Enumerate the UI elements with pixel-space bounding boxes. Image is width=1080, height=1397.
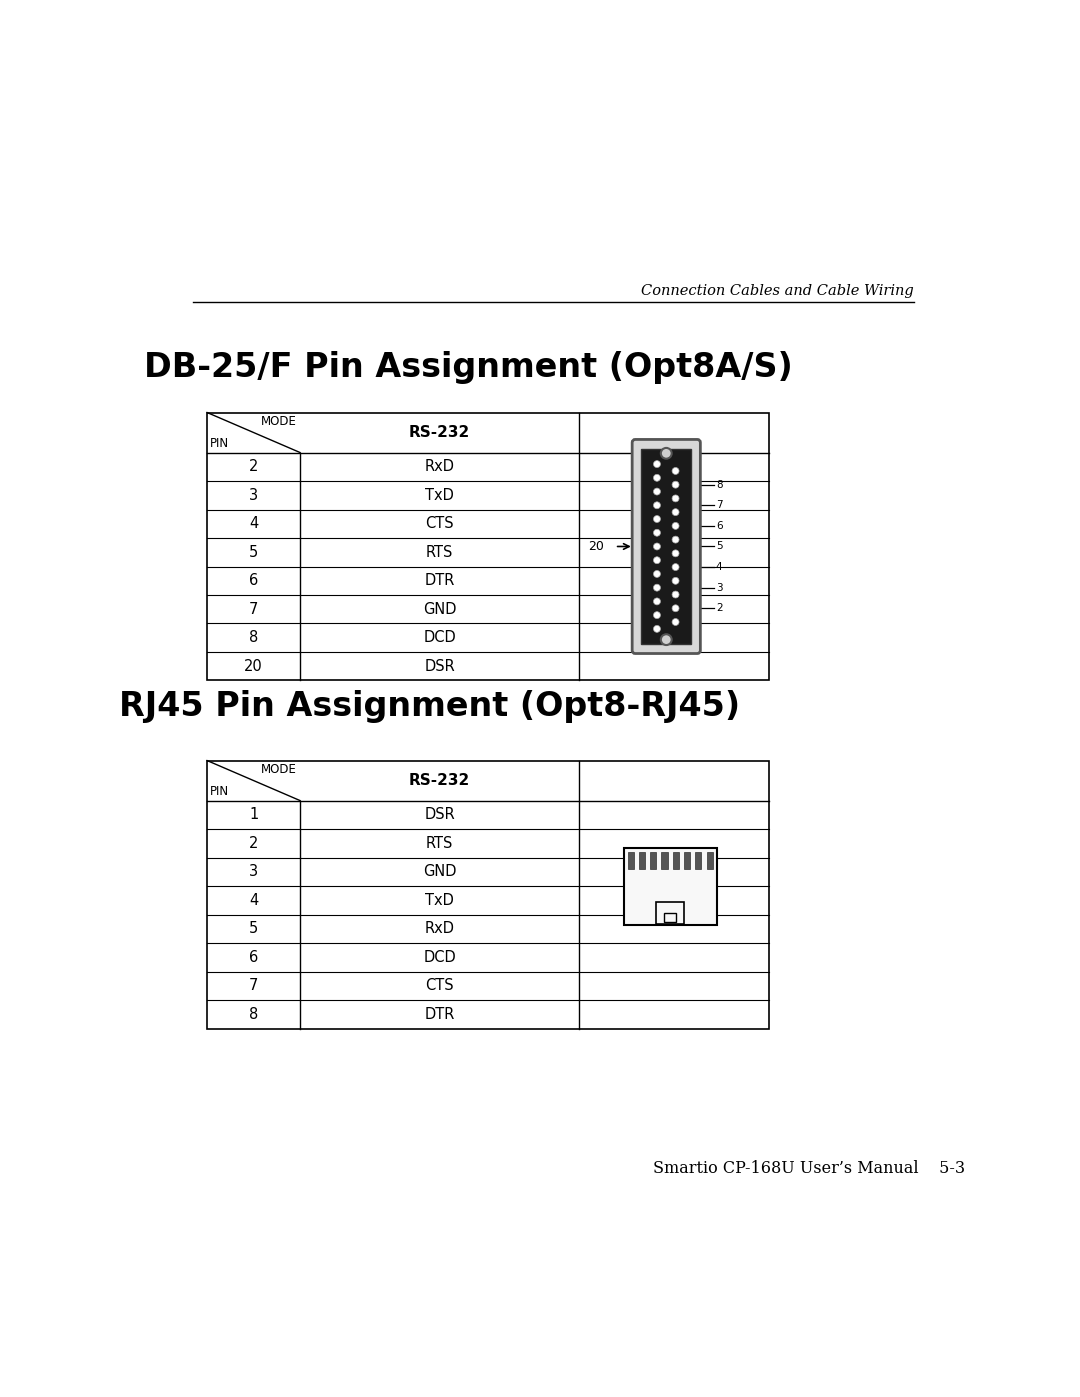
Circle shape (653, 612, 661, 619)
Circle shape (653, 461, 661, 468)
Text: 3: 3 (249, 488, 258, 503)
Bar (207, 412, 769, 680)
Text: 3: 3 (716, 583, 723, 592)
Text: TxD: TxD (426, 488, 454, 503)
Text: 20: 20 (244, 659, 262, 673)
Circle shape (653, 543, 661, 550)
Text: 5: 5 (249, 545, 258, 560)
Circle shape (661, 448, 672, 458)
Circle shape (672, 563, 679, 570)
Bar (207, 760, 769, 1028)
Text: DTR: DTR (424, 1007, 455, 1021)
Text: 6: 6 (249, 573, 258, 588)
Circle shape (672, 605, 679, 612)
Circle shape (672, 481, 679, 488)
Circle shape (653, 502, 661, 509)
Circle shape (653, 488, 661, 495)
Text: 5: 5 (716, 542, 723, 552)
Text: Smartio CP-168U User’s Manual    5-3: Smartio CP-168U User’s Manual 5-3 (653, 1160, 966, 1178)
Text: 8: 8 (716, 481, 723, 490)
Text: Connection Cables and Cable Wiring: Connection Cables and Cable Wiring (642, 284, 914, 298)
FancyBboxPatch shape (632, 440, 700, 654)
Circle shape (672, 591, 679, 598)
Bar (650, 852, 657, 869)
Text: CTS: CTS (426, 517, 454, 531)
Circle shape (672, 468, 679, 475)
Text: RS-232: RS-232 (409, 773, 470, 788)
Bar (657, 902, 684, 923)
Text: 2: 2 (248, 460, 258, 475)
Circle shape (653, 570, 661, 577)
Bar (661, 852, 667, 869)
Text: PIN: PIN (211, 437, 229, 450)
Bar (642, 448, 691, 644)
Circle shape (672, 550, 679, 557)
Text: DTR: DTR (424, 573, 455, 588)
Text: TxD: TxD (426, 893, 454, 908)
Text: 5: 5 (249, 921, 258, 936)
Text: 4: 4 (249, 893, 258, 908)
Circle shape (661, 634, 672, 645)
Circle shape (653, 626, 661, 633)
Text: 1: 1 (626, 870, 635, 883)
Text: 3: 3 (249, 865, 258, 879)
Text: 7: 7 (248, 978, 258, 993)
Text: DCD: DCD (423, 630, 456, 645)
Text: DB-25/F Pin Assignment (Opt8A/S): DB-25/F Pin Assignment (Opt8A/S) (144, 351, 793, 384)
Text: RxD: RxD (424, 921, 455, 936)
Bar (627, 852, 634, 869)
Text: 2: 2 (716, 604, 723, 613)
Text: RS-232: RS-232 (409, 425, 470, 440)
Text: RTS: RTS (426, 545, 454, 560)
Text: GND: GND (423, 865, 457, 879)
Text: RxD: RxD (424, 460, 455, 475)
Text: RJ45 Pin Assignment (Opt8-RJ45): RJ45 Pin Assignment (Opt8-RJ45) (119, 690, 740, 724)
Text: 20: 20 (588, 541, 604, 553)
Text: DCD: DCD (423, 950, 456, 965)
Text: 8: 8 (705, 870, 714, 883)
Circle shape (653, 598, 661, 605)
Text: MODE: MODE (261, 415, 297, 427)
Text: MODE: MODE (261, 763, 297, 775)
Circle shape (653, 584, 661, 591)
Bar (684, 852, 690, 869)
Circle shape (672, 522, 679, 529)
Text: 7: 7 (248, 602, 258, 616)
Bar (638, 852, 645, 869)
Circle shape (672, 577, 679, 584)
Text: PIN: PIN (211, 785, 229, 798)
Text: 4: 4 (716, 562, 723, 571)
Text: GND: GND (423, 602, 457, 616)
Circle shape (653, 529, 661, 536)
Bar (623, 848, 717, 925)
Circle shape (672, 619, 679, 626)
Circle shape (672, 509, 679, 515)
Circle shape (672, 495, 679, 502)
Circle shape (653, 515, 661, 522)
Bar (696, 852, 702, 869)
Text: 6: 6 (716, 521, 723, 531)
Text: DSR: DSR (424, 807, 455, 823)
Circle shape (672, 536, 679, 543)
Text: 2: 2 (248, 835, 258, 851)
Text: 6: 6 (249, 950, 258, 965)
Bar (673, 852, 679, 869)
Text: 7: 7 (716, 500, 723, 510)
Text: 8: 8 (249, 1007, 258, 1021)
Text: 1: 1 (249, 807, 258, 823)
Text: 8: 8 (249, 630, 258, 645)
Circle shape (653, 557, 661, 563)
Bar (664, 914, 676, 922)
Text: RTS: RTS (426, 835, 454, 851)
Bar (706, 852, 713, 869)
Circle shape (653, 475, 661, 482)
Text: 4: 4 (249, 517, 258, 531)
Text: CTS: CTS (426, 978, 454, 993)
Text: DSR: DSR (424, 659, 455, 673)
